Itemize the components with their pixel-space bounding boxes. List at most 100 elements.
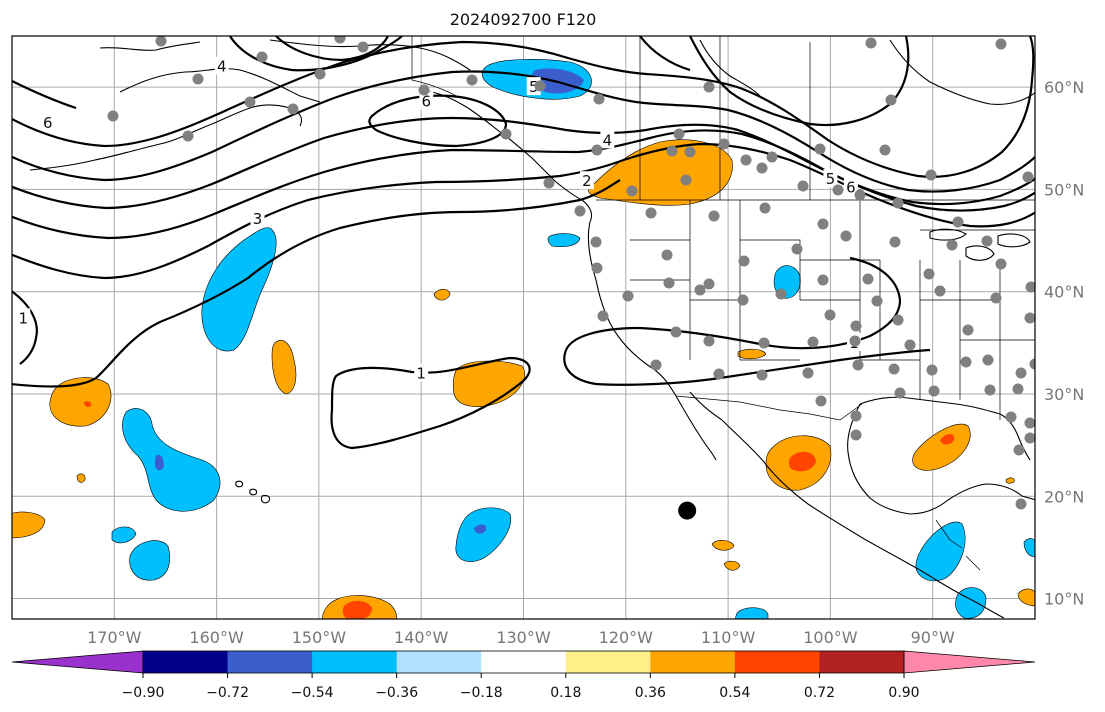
- colorbar-segment: [650, 651, 736, 673]
- positive-anomaly-area: [271, 340, 297, 395]
- longitude-label: 100°W: [803, 628, 858, 647]
- positive-anomaly-area: [723, 560, 741, 571]
- negative-anomaly-area: [547, 233, 581, 248]
- latitude-label: 60°N: [1044, 78, 1084, 97]
- positive-anomaly-area: [737, 348, 767, 360]
- coastlines: [29, 39, 1035, 619]
- positive-anomaly-area: [711, 540, 735, 551]
- contour-line: [12, 70, 1035, 193]
- longitude-label: 160°W: [189, 628, 244, 647]
- colorbar-segment: [481, 651, 567, 673]
- negative-anomaly-area: [111, 526, 137, 544]
- negative-anomaly-area: [1023, 538, 1035, 557]
- positive-anomaly-area: [433, 288, 451, 301]
- latitude-label: 50°N: [1044, 180, 1084, 199]
- positive-anomaly-area: [1017, 588, 1035, 607]
- positive-anomaly-area: [912, 423, 971, 471]
- contour-label-halo: [843, 177, 858, 196]
- positive-anomaly-area: [76, 473, 86, 483]
- contour-line: [12, 36, 1035, 178]
- longitude-label: 150°W: [292, 628, 347, 647]
- colorbar-tick-label: −0.72: [206, 685, 249, 701]
- map-title: 2024092700 F120: [449, 10, 597, 29]
- negative-anomaly-area: [915, 521, 966, 582]
- colorbar-segment: [312, 651, 398, 673]
- longitude-label: 120°W: [599, 628, 654, 647]
- contour-label: 6: [846, 178, 856, 196]
- contour-line: [12, 116, 1035, 210]
- storm-center-marker: [678, 501, 697, 520]
- contour-line: [564, 256, 902, 351]
- latitude-label: 20°N: [1044, 487, 1084, 506]
- latitude-label: 30°N: [1044, 385, 1084, 404]
- map-frame: [11, 35, 1036, 620]
- colorbar-segment: [143, 651, 229, 673]
- colorbar-tick-label: −0.36: [375, 685, 418, 701]
- longitude-label: 140°W: [394, 628, 449, 647]
- colorbar-tick-label: 0.36: [635, 685, 666, 701]
- colorbar-tick-label: 0.72: [804, 685, 835, 701]
- contour-label: 3: [253, 210, 263, 228]
- colorbar-tick-label: −0.54: [291, 685, 334, 701]
- colorbar: −0.90 −0.72 −0.54 −0.36 −0.18 0.18 0.36 0.54 0.7…: [11, 650, 1036, 701]
- contour-line: [12, 179, 621, 388]
- latitude-label: 40°N: [1044, 283, 1084, 302]
- contour-label-halo: [40, 112, 55, 131]
- contour-label: 2: [582, 172, 592, 190]
- negative-anomaly-area: [122, 408, 221, 512]
- contour-line: [368, 94, 508, 148]
- negative-anomaly-area: [455, 507, 511, 562]
- anomaly-fills: [12, 59, 1035, 619]
- contour-label: 1: [18, 309, 28, 327]
- colorbar-segment: [396, 651, 482, 673]
- colorbar-tick-label: 0.18: [550, 685, 581, 701]
- contour-line: [12, 129, 1035, 240]
- negative-anomaly-core: [155, 454, 164, 471]
- colorbar-extend-high: [903, 650, 1036, 674]
- colorbar-segment: [565, 651, 651, 673]
- colorbar-tick-label: −0.18: [460, 685, 503, 701]
- contour-label: 1: [416, 365, 426, 383]
- negative-anomaly-area: [129, 540, 171, 581]
- negative-anomaly-core: [474, 524, 487, 534]
- colorbar-extend-low: [11, 650, 144, 674]
- station-markers: [107, 36, 1035, 510]
- colorbar-segment: [227, 651, 313, 673]
- contour-line: [275, 36, 389, 62]
- contour-label: 6: [422, 92, 432, 110]
- colorbar-tick-label: −0.90: [122, 685, 165, 701]
- contour-label-halo: [579, 171, 594, 190]
- contour-label-halo: [16, 308, 31, 327]
- longitude-label: 130°W: [496, 628, 551, 647]
- negative-anomaly-area: [735, 607, 769, 619]
- positive-anomaly-core: [788, 451, 816, 472]
- contour-line: [639, 36, 691, 72]
- contour-label-halo: [419, 91, 434, 110]
- positive-anomaly-area: [1005, 477, 1015, 484]
- longitude-label: 90°W: [911, 628, 955, 647]
- contour-label: 6: [43, 114, 53, 132]
- positive-anomaly-area: [588, 139, 733, 206]
- colorbar-tick-label: 0.90: [888, 685, 919, 701]
- contour-label-halo: [414, 363, 429, 382]
- colorbar-frame: [142, 650, 905, 674]
- contour-line: [689, 36, 910, 127]
- contour-label: 4: [217, 58, 227, 76]
- political-borders: [411, 36, 1035, 571]
- contour-label-halo: [823, 169, 838, 188]
- latitude-label: 10°N: [1044, 590, 1084, 609]
- longitude-labels: 170°W 160°W 150°W 140°W 130°W 120°W 110°W 100°W…: [87, 628, 955, 647]
- contour-label-halo: [600, 130, 615, 149]
- colorbar-segment: [819, 651, 905, 673]
- longitude-label: 170°W: [87, 628, 142, 647]
- colorbar-tick-label: 0.54: [719, 685, 750, 701]
- colorbar-segment: [734, 651, 820, 673]
- negative-anomaly-area: [201, 227, 277, 352]
- contour-label: 4: [603, 131, 613, 149]
- contour-label: 5: [529, 78, 539, 96]
- positive-anomaly-core: [940, 434, 955, 445]
- contour-line: [12, 79, 77, 110]
- contour-label-halo: [214, 56, 229, 75]
- contour-label-halo: [250, 209, 265, 228]
